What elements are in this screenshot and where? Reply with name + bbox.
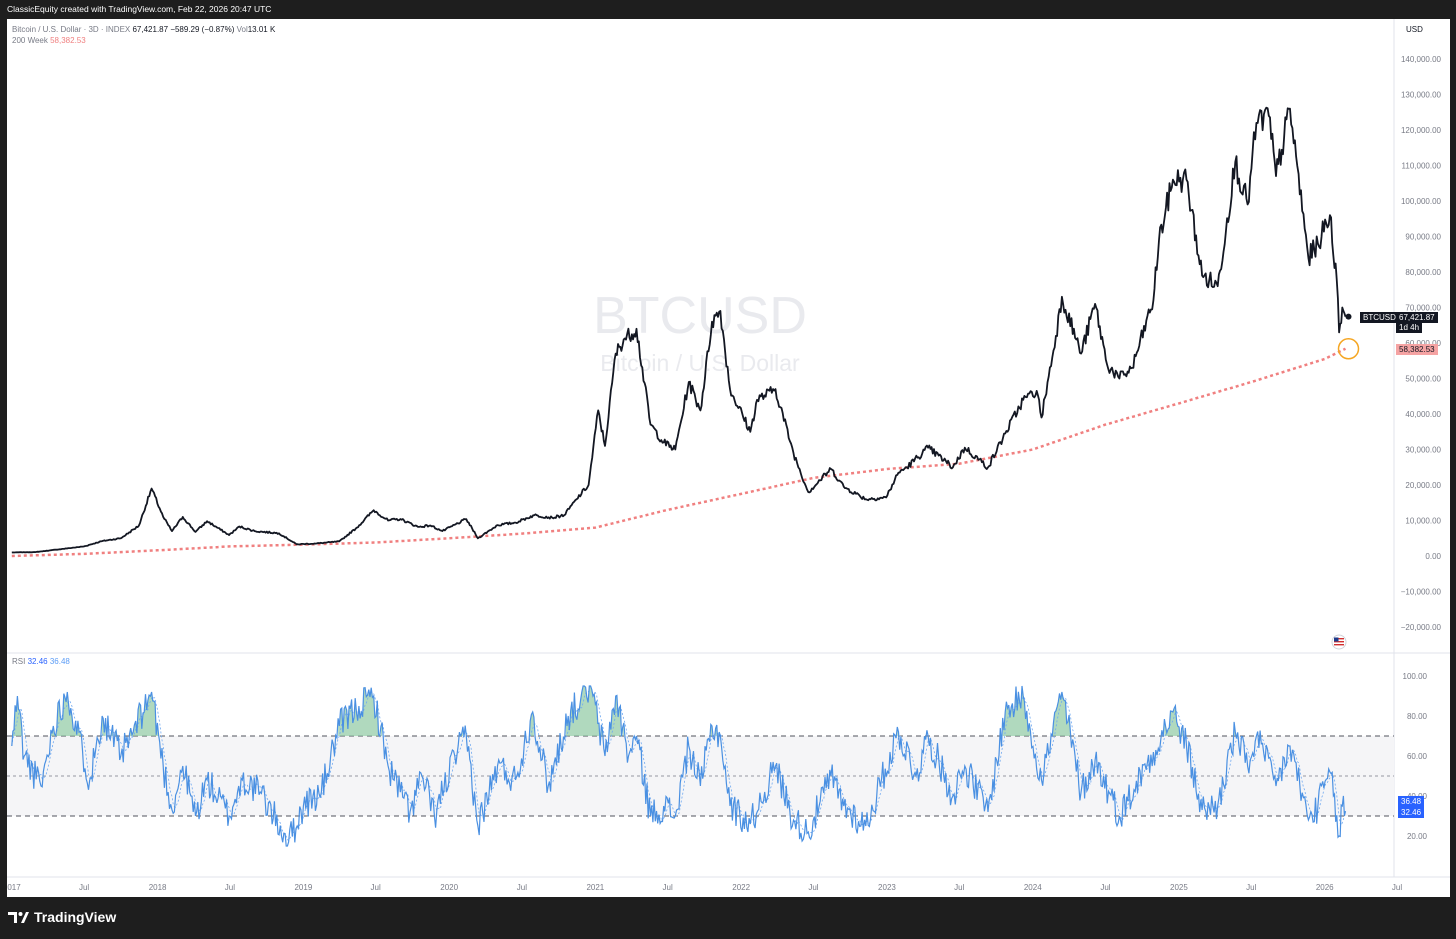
price-tick-label: 140,000.00 (1401, 55, 1442, 64)
rsi-overbought-oversold-fill (12, 686, 1261, 736)
time-axis-label: 2021 (586, 883, 604, 892)
main-legend: Bitcoin / U.S. Dollar · 3D · INDEX 67,42… (12, 24, 275, 46)
time-axis-label: Jul (1392, 883, 1402, 892)
ma-price-tag: 58,382.53 (1396, 344, 1438, 355)
price-tick-label: 120,000.00 (1401, 126, 1442, 135)
time-axis-label: Jul (517, 883, 527, 892)
price-tick-label: 80,000.00 (1405, 268, 1441, 277)
legend-vol-label: Vol (236, 25, 248, 34)
time-axis-label: Jul (1246, 883, 1256, 892)
legend-ma-value: 58,382.53 (50, 36, 86, 45)
currency-label[interactable]: USD (1406, 25, 1423, 34)
legend-close: 67,421.87 (132, 25, 169, 34)
rsi-overbought-fill (129, 692, 159, 736)
rsi-value: 32.46 (27, 657, 48, 666)
price-tick-label: 0.00 (1425, 552, 1441, 561)
time-axis-label: 2023 (878, 883, 896, 892)
chart-credit-bar: ClassicEquity created with TradingView.c… (0, 0, 1456, 19)
time-axis-label: Jul (808, 883, 818, 892)
footer: TradingView (0, 897, 1456, 939)
legend-vol-value: 13.01 K (247, 25, 276, 34)
price-tick-label: −20,000.00 (1401, 623, 1442, 632)
legend-symbol: Bitcoin / U.S. Dollar · 3D · INDEX (12, 25, 131, 34)
rsi-line (11, 685, 1347, 847)
time-axis-label: Jul (1100, 883, 1110, 892)
time-axis-label: Jul (663, 883, 673, 892)
price-tick-label: 90,000.00 (1405, 233, 1441, 242)
time-axis-label: Jul (79, 883, 89, 892)
price-tick-label: 110,000.00 (1402, 162, 1442, 171)
time-axis-label: 2017 (7, 883, 21, 892)
rsi-label: RSI (12, 657, 26, 666)
legend-ma-row: 200 Week 58,382.53 (12, 35, 275, 46)
credit-text: ClassicEquity created with TradingView.c… (7, 4, 272, 14)
rsi-tick-label: 60.00 (1407, 752, 1428, 761)
time-axis-label: 2022 (732, 883, 750, 892)
legend-change: −589.29 (−0.87%) (170, 25, 235, 34)
tradingview-logo-icon (8, 912, 29, 923)
time-axis-label: 2025 (1170, 883, 1188, 892)
rsi-overbought-fill (565, 686, 599, 736)
price-tick-label: 10,000.00 (1405, 517, 1441, 526)
last-price-tag: 67,421.87 (1396, 312, 1438, 323)
rsi-tick-label: 80.00 (1407, 712, 1428, 721)
price-tick-label: 70,000.00 (1405, 304, 1441, 313)
time-axis-label: 2020 (440, 883, 458, 892)
ma-200-week-line (11, 347, 1347, 558)
chart-area[interactable]: BTCUSD Bitcoin / U.S. Dollar 140,000.00 1… (7, 19, 1450, 897)
countdown-tag: 1d 4h (1396, 322, 1423, 333)
tradingview-logo[interactable]: TradingView (8, 909, 116, 925)
price-scale[interactable]: 140,000.00 130,000.00 120,000.00 110,000.00… (1401, 55, 1442, 632)
price-tick-label: 130,000.00 (1401, 91, 1442, 100)
rsi-tick-label: 20.00 (1407, 832, 1428, 841)
time-axis-label: 2019 (294, 883, 312, 892)
rsi-tick-label: 100.00 (1403, 672, 1428, 681)
price-tick-label: 30,000.00 (1405, 446, 1441, 455)
time-axis-label: 2024 (1024, 883, 1042, 892)
watermark-name: Bitcoin / U.S. Dollar (600, 350, 800, 376)
price-tick-label: 40,000.00 (1405, 410, 1441, 419)
price-line (11, 106, 1347, 554)
rsi-value-tag: 32.46 (1398, 807, 1425, 818)
price-tick-label: 50,000.00 (1405, 375, 1441, 384)
rsi-legend: RSI 32.46 36.48 (12, 657, 70, 666)
legend-ma-label: 200 Week (12, 36, 48, 45)
footer-brand: TradingView (34, 909, 117, 925)
last-price-symbol-tag: BTCUSD (1360, 312, 1399, 323)
time-axis-label: Jul (225, 883, 235, 892)
watermark-symbol: BTCUSD (593, 287, 807, 345)
time-axis-label: Jul (371, 883, 381, 892)
time-axis-label: 2018 (149, 883, 167, 892)
price-tick-label: 20,000.00 (1405, 481, 1441, 490)
rsi-ma-value: 36.48 (49, 657, 70, 666)
chart-canvas[interactable]: BTCUSD Bitcoin / U.S. Dollar 140,000.001… (7, 19, 1450, 897)
time-axis-label: 2026 (1316, 883, 1334, 892)
time-axis[interactable]: 2017 Jul 2018 Jul 2019 Jul 2020 Jul 2021 Jul 2022 J… (7, 883, 1402, 892)
price-tick-label: 60,000.00 (1405, 339, 1441, 348)
rsi-ma-tag: 36.48 (1398, 796, 1425, 807)
price-tick-label: −10,000.00 (1401, 588, 1442, 597)
time-axis-label: Jul (954, 883, 964, 892)
legend-symbol-row: Bitcoin / U.S. Dollar · 3D · INDEX 67,42… (12, 24, 275, 35)
price-tick-label: 100,000.00 (1401, 197, 1442, 206)
us-flag-icon[interactable] (1331, 634, 1347, 650)
ma-highlight-circle (1337, 337, 1360, 360)
last-price-dot (1345, 313, 1352, 320)
